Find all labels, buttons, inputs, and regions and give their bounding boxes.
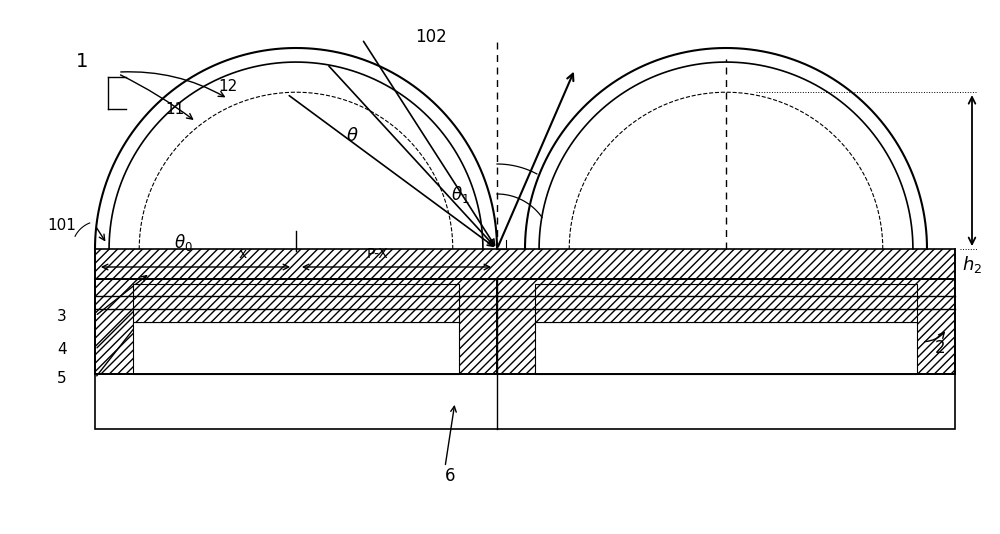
Text: 101: 101 [48,218,76,233]
Text: 4: 4 [57,342,67,357]
Text: 1: 1 [76,52,88,71]
Bar [497,279,955,374]
Text: $\theta_1$: $\theta_1$ [451,184,469,206]
Text: 3: 3 [57,309,67,324]
Text: 102: 102 [415,28,447,46]
Text: x: x [239,247,247,261]
Text: 12: 12 [218,79,238,94]
Text: $\theta_0$: $\theta_0$ [174,232,192,254]
Text: $\theta$: $\theta$ [346,127,358,145]
Bar [535,284,917,322]
Text: 2: 2 [935,339,945,357]
Text: 6: 6 [445,467,455,485]
Bar [95,249,955,279]
Bar [95,374,955,429]
Bar [133,284,459,322]
Text: $h_2$: $h_2$ [962,254,982,275]
Bar [95,279,955,374]
Text: 5: 5 [57,371,67,386]
Bar [535,322,917,374]
Text: 11: 11 [165,102,185,117]
Text: P-X: P-X [367,247,389,261]
Bar [133,322,459,374]
Bar [95,279,497,374]
